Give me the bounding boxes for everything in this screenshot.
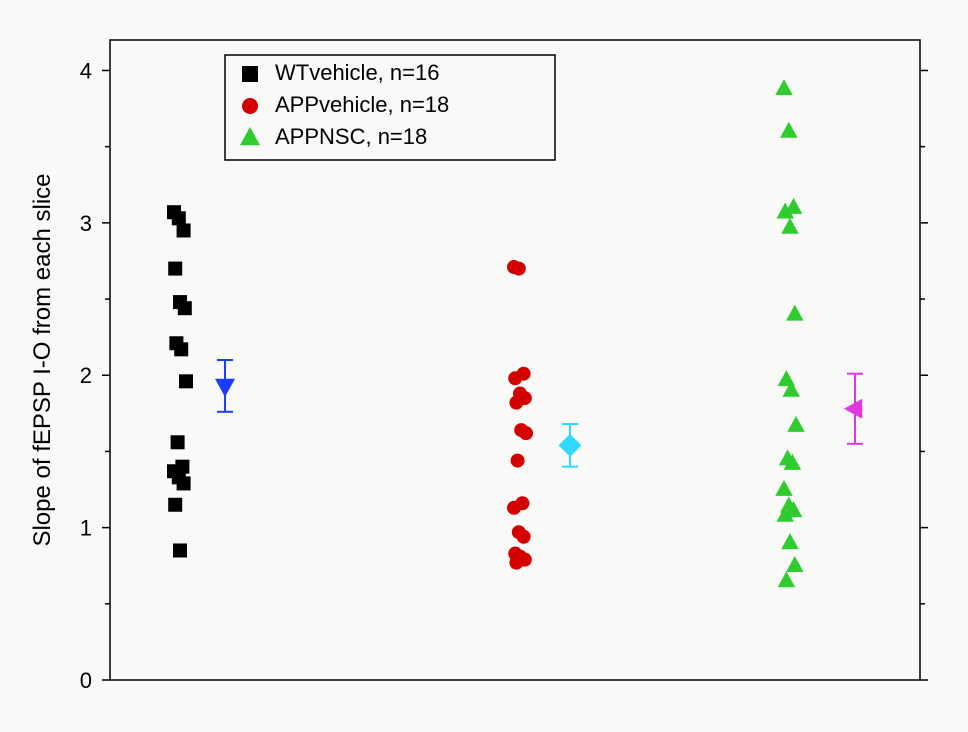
circle-marker [242, 98, 258, 114]
circle-marker [512, 262, 526, 276]
circle-marker [507, 501, 521, 515]
chart-svg: 0 1 2 3 4 Slope of fEPSP I-O from each slice W… [0, 0, 968, 732]
square-marker [168, 498, 182, 512]
circle-marker [511, 454, 525, 468]
square-marker [173, 543, 187, 557]
square-marker [242, 66, 258, 82]
square-marker [178, 301, 192, 315]
square-marker [177, 476, 191, 490]
legend-label: WTvehicle, n=16 [275, 60, 439, 85]
ytick-label: 1 [80, 516, 92, 541]
scatter-chart: 0 1 2 3 4 Slope of fEPSP I-O from each slice W… [0, 0, 968, 732]
y-axis-label: Slope of fEPSP I-O from each slice [29, 173, 56, 546]
square-marker [168, 262, 182, 276]
ytick-label: 3 [80, 211, 92, 236]
square-marker [179, 374, 193, 388]
square-marker [172, 211, 186, 225]
ytick-label: 2 [80, 363, 92, 388]
circle-marker [517, 530, 531, 544]
circle-marker [508, 371, 522, 385]
legend-label: APPNSC, n=18 [275, 124, 427, 149]
legend-label: APPvehicle, n=18 [275, 92, 449, 117]
ytick-label: 0 [80, 668, 92, 693]
square-marker [171, 435, 185, 449]
circle-marker [509, 396, 523, 410]
square-marker [177, 223, 191, 237]
ytick-label: 4 [80, 58, 92, 83]
circle-marker [519, 426, 533, 440]
circle-marker [509, 556, 523, 570]
square-marker [174, 342, 188, 356]
